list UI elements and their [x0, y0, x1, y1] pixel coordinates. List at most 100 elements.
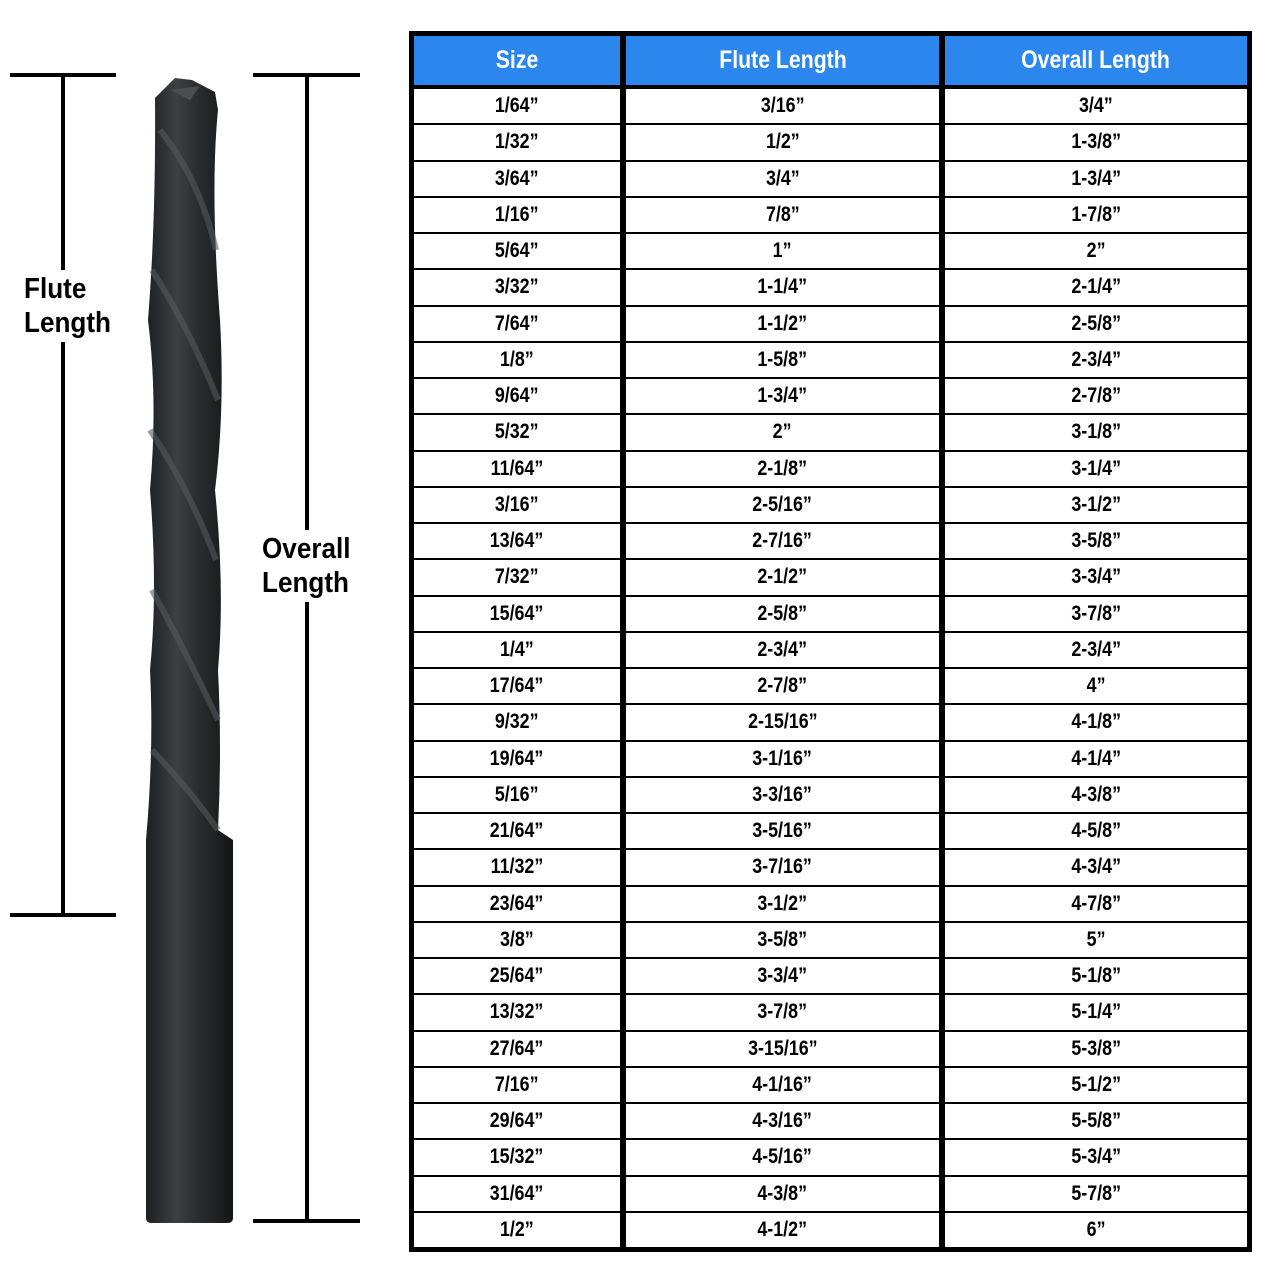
cell-text: 29/64”	[490, 1109, 544, 1133]
cell-overall-length: 5-1/8”	[945, 959, 1247, 994]
cell-size: 27/64”	[414, 1031, 620, 1066]
cell-overall-length: 2-1/4”	[945, 270, 1247, 305]
cell-text: 3-3/16”	[752, 782, 813, 806]
cell-text: 4-3/8”	[757, 1181, 808, 1205]
cell-size: 29/64”	[414, 1104, 620, 1139]
cell-overall-length: 2-3/4”	[945, 632, 1247, 667]
cell-overall-length: 3-1/4”	[945, 451, 1247, 486]
cell-overall-length: 2-3/4”	[945, 342, 1247, 377]
cell-text: 2-3/4”	[757, 637, 808, 661]
cell-text: 5-7/8”	[1071, 1181, 1121, 1205]
table-row: 27/64” 3-15/16” 5-3/8”	[414, 1031, 1247, 1066]
table-row: 17/64” 2-7/8” 4”	[414, 669, 1247, 704]
cell-text: 3-3/4”	[757, 964, 808, 988]
cell-flute-length: 3/4”	[626, 161, 939, 196]
table-row: 9/32” 2-15/16” 4-1/8”	[414, 705, 1247, 740]
cell-size: 7/16”	[414, 1067, 620, 1102]
table-row: 1/8” 1-5/8” 2-3/4”	[414, 342, 1247, 377]
cell-text: 3-5/8”	[1071, 529, 1121, 553]
cell-size: 7/64”	[414, 306, 620, 341]
cell-text: 4-1/8”	[1071, 710, 1121, 734]
cell-overall-length: 5-1/2”	[945, 1067, 1247, 1102]
cell-overall-length: 3-1/2”	[945, 487, 1247, 522]
cell-text: 2-1/2”	[757, 565, 808, 589]
cell-size: 5/64”	[414, 234, 620, 269]
cell-text: 2-7/8”	[1071, 384, 1121, 408]
cell-size: 1/16”	[414, 197, 620, 232]
table-row: 1/32” 1/2” 1-3/8”	[414, 125, 1247, 160]
cell-overall-length: 5-3/4”	[945, 1140, 1247, 1175]
cell-text: 1-7/8”	[1071, 202, 1121, 226]
table-header: Size Flute Length Overall Length	[414, 36, 1247, 85]
cell-text: 15/64”	[490, 601, 544, 625]
cell-text: 25/64”	[490, 964, 544, 988]
cell-text: 4”	[1086, 674, 1106, 698]
cell-text: 4-3/8”	[1071, 782, 1121, 806]
cell-text: 2-5/8”	[1071, 311, 1121, 335]
header-flute-text: Flute Length	[718, 46, 847, 74]
cell-size: 19/64”	[414, 741, 620, 776]
cell-overall-length: 2”	[945, 234, 1247, 269]
overall-bottom-tick	[253, 1219, 360, 1223]
cell-overall-length: 5”	[945, 922, 1247, 957]
table-row: 29/64” 4-3/16” 5-5/8”	[414, 1104, 1247, 1139]
cell-text: 3-7/8”	[1071, 601, 1121, 625]
cell-text: 3/32”	[495, 275, 539, 299]
cell-text: 2-1/8”	[757, 456, 808, 480]
cell-text: 11/64”	[490, 456, 544, 480]
cell-text: 2-7/16”	[752, 529, 813, 553]
cell-text: 1-1/2”	[757, 311, 808, 335]
cell-text: 4-7/8”	[1071, 891, 1121, 915]
table-body: 1/64” 3/16” 3/4” 1/32” 1/2” 1-3/8” 3/64” 3/4” 1-…	[414, 89, 1247, 1247]
cell-text: 2-3/4”	[1071, 637, 1121, 661]
cell-overall-length: 4”	[945, 669, 1247, 704]
table-row: 3/8” 3-5/8” 5”	[414, 922, 1247, 957]
overall-label-line2: Length	[262, 567, 349, 599]
cell-overall-length: 5-5/8”	[945, 1104, 1247, 1139]
cell-text: 1/16”	[495, 202, 539, 226]
table-row: 7/32” 2-1/2” 3-3/4”	[414, 560, 1247, 595]
cell-overall-length: 4-7/8”	[945, 886, 1247, 921]
cell-size: 11/64”	[414, 451, 620, 486]
cell-text: 1/8”	[500, 347, 534, 371]
cell-overall-length: 5-7/8”	[945, 1176, 1247, 1211]
cell-flute-length: 1-3/4”	[626, 379, 939, 414]
cell-flute-length: 2-1/8”	[626, 451, 939, 486]
table-row: 25/64” 3-3/4” 5-1/8”	[414, 959, 1247, 994]
cell-flute-length: 2-7/16”	[626, 524, 939, 559]
table-row: 15/64” 2-5/8” 3-7/8”	[414, 596, 1247, 631]
cell-overall-length: 1-3/8”	[945, 125, 1247, 160]
cell-flute-length: 1/2”	[626, 125, 939, 160]
cell-text: 4-5/16”	[752, 1145, 813, 1169]
cell-size: 15/32”	[414, 1140, 620, 1175]
cell-text: 4-5/8”	[1071, 819, 1121, 843]
cell-text: 3/16”	[760, 94, 805, 118]
cell-flute-length: 1-1/4”	[626, 270, 939, 305]
cell-flute-length: 7/8”	[626, 197, 939, 232]
cell-flute-length: 4-3/16”	[626, 1104, 939, 1139]
cell-text: 3-1/2”	[1071, 492, 1121, 516]
cell-text: 11/32”	[490, 855, 544, 879]
cell-overall-length: 6”	[945, 1212, 1247, 1247]
cell-size: 31/64”	[414, 1176, 620, 1211]
cell-size: 1/32”	[414, 125, 620, 160]
cell-text: 13/64”	[490, 529, 544, 553]
cell-text: 3/4”	[765, 166, 800, 190]
cell-text: 2”	[1086, 239, 1106, 263]
flute-label-line1: Flute	[24, 273, 87, 305]
cell-flute-length: 3/16”	[626, 89, 939, 124]
cell-text: 5-1/8”	[1071, 964, 1121, 988]
header-flute-length: Flute Length	[626, 36, 939, 85]
header-overall-length: Overall Length	[945, 36, 1247, 85]
cell-overall-length: 4-5/8”	[945, 814, 1247, 849]
cell-size: 23/64”	[414, 886, 620, 921]
cell-text: 1”	[773, 239, 792, 263]
cell-text: 9/32”	[495, 710, 539, 734]
cell-text: 3/4”	[1079, 94, 1113, 118]
cell-text: 1-3/4”	[757, 384, 808, 408]
cell-text: 1-3/8”	[1071, 130, 1121, 154]
cell-text: 15/32”	[490, 1145, 544, 1169]
table-row: 7/64” 1-1/2” 2-5/8”	[414, 306, 1247, 341]
cell-size: 5/32”	[414, 415, 620, 450]
cell-flute-length: 3-3/16”	[626, 777, 939, 812]
